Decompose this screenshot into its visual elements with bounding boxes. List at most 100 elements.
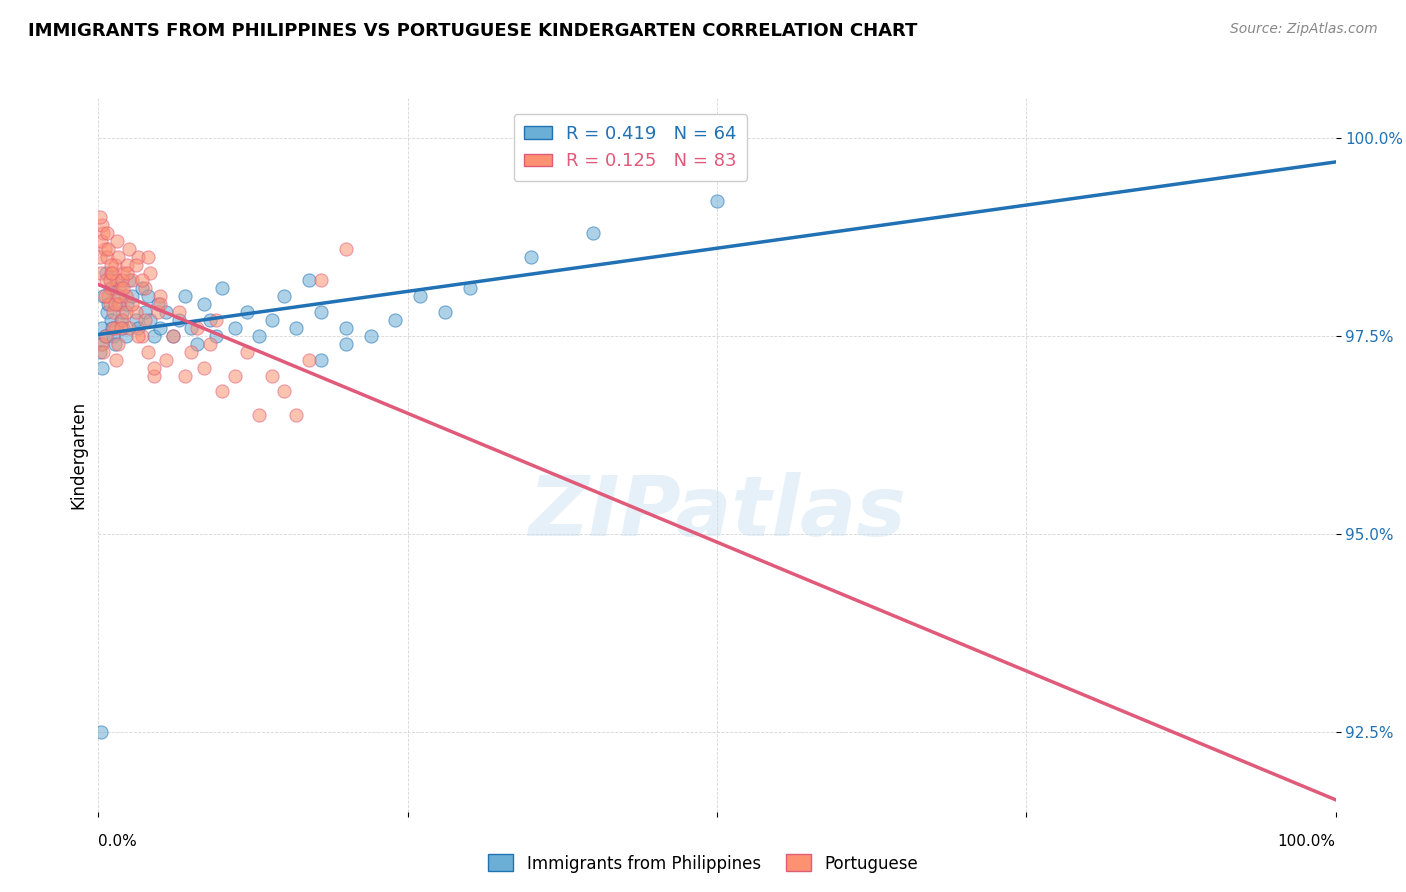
Point — [118, 273, 141, 287]
Point — [285, 409, 308, 423]
Point — [409, 289, 432, 303]
Point — [118, 242, 141, 256]
Point — [309, 273, 332, 287]
Point — [93, 289, 115, 303]
Text: IMMIGRANTS FROM PHILIPPINES VS PORTUGUESE KINDERGARTEN CORRELATION CHART: IMMIGRANTS FROM PHILIPPINES VS PORTUGUES… — [28, 22, 918, 40]
Point — [107, 337, 129, 351]
Point — [384, 313, 406, 327]
Point — [247, 409, 270, 423]
Point — [149, 321, 172, 335]
Point — [131, 281, 153, 295]
Point — [335, 337, 357, 351]
Point — [136, 250, 159, 264]
Point — [105, 289, 128, 303]
Point — [247, 329, 270, 343]
Point — [96, 226, 118, 240]
Point — [198, 313, 221, 327]
Point — [93, 226, 115, 240]
Point — [127, 321, 149, 335]
Point — [103, 297, 125, 311]
Point — [205, 329, 228, 343]
Point — [101, 281, 124, 295]
Point — [98, 297, 121, 311]
Point — [136, 344, 159, 359]
Point — [105, 234, 128, 248]
Point — [90, 337, 112, 351]
Point — [91, 321, 114, 335]
Point — [131, 329, 153, 343]
Point — [114, 289, 136, 303]
Point — [143, 368, 166, 383]
Point — [134, 313, 156, 327]
Point — [335, 321, 357, 335]
Point — [146, 305, 169, 319]
Text: ZIPatlas: ZIPatlas — [529, 472, 905, 552]
Point — [103, 305, 125, 319]
Point — [103, 258, 125, 272]
Text: Source: ZipAtlas.com: Source: ZipAtlas.com — [1230, 22, 1378, 37]
Point — [89, 210, 111, 224]
Point — [180, 321, 202, 335]
Point — [131, 273, 153, 287]
Point — [121, 273, 143, 287]
Point — [94, 266, 117, 280]
Point — [108, 297, 131, 311]
Point — [98, 281, 121, 295]
Point — [162, 329, 184, 343]
Point — [167, 313, 190, 327]
Point — [118, 321, 141, 335]
Point — [139, 313, 162, 327]
Point — [112, 321, 135, 335]
Point — [111, 305, 134, 319]
Point — [143, 360, 166, 375]
Point — [103, 329, 125, 343]
Point — [273, 384, 295, 399]
Point — [93, 242, 115, 256]
Point — [108, 289, 131, 303]
Point — [186, 337, 208, 351]
Point — [100, 313, 122, 327]
Point — [90, 266, 112, 280]
Point — [112, 266, 135, 280]
Point — [100, 266, 122, 280]
Point — [100, 258, 122, 272]
Point — [236, 344, 259, 359]
Point — [89, 250, 111, 264]
Point — [97, 297, 120, 311]
Point — [90, 234, 112, 248]
Point — [360, 329, 382, 343]
Point — [93, 289, 115, 303]
Point — [103, 337, 125, 351]
Point — [174, 368, 197, 383]
Point — [167, 305, 190, 319]
Point — [285, 321, 308, 335]
Point — [149, 297, 172, 311]
Point — [198, 337, 221, 351]
Text: 100.0%: 100.0% — [1278, 834, 1336, 849]
Point — [90, 725, 112, 739]
Point — [433, 305, 456, 319]
Point — [134, 305, 156, 319]
Point — [108, 281, 131, 295]
Point — [121, 297, 143, 311]
Point — [260, 313, 283, 327]
Point — [91, 337, 114, 351]
Point — [97, 289, 120, 303]
Point — [114, 305, 136, 319]
Point — [107, 297, 129, 311]
Point — [146, 297, 169, 311]
Point — [107, 250, 129, 264]
Point — [105, 273, 128, 287]
Point — [174, 289, 197, 303]
Point — [211, 384, 233, 399]
Y-axis label: Kindergarten: Kindergarten — [69, 401, 87, 509]
Point — [211, 281, 233, 295]
Point — [136, 289, 159, 303]
Point — [143, 329, 166, 343]
Point — [186, 321, 208, 335]
Point — [139, 266, 162, 280]
Point — [298, 273, 321, 287]
Point — [110, 281, 132, 295]
Point — [111, 273, 134, 287]
Point — [121, 289, 143, 303]
